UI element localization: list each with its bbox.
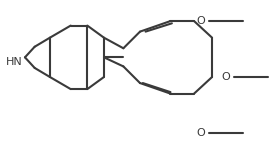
Text: O: O [197,16,205,26]
Text: O: O [197,128,205,138]
Text: HN: HN [6,57,22,67]
Text: O: O [221,72,230,82]
